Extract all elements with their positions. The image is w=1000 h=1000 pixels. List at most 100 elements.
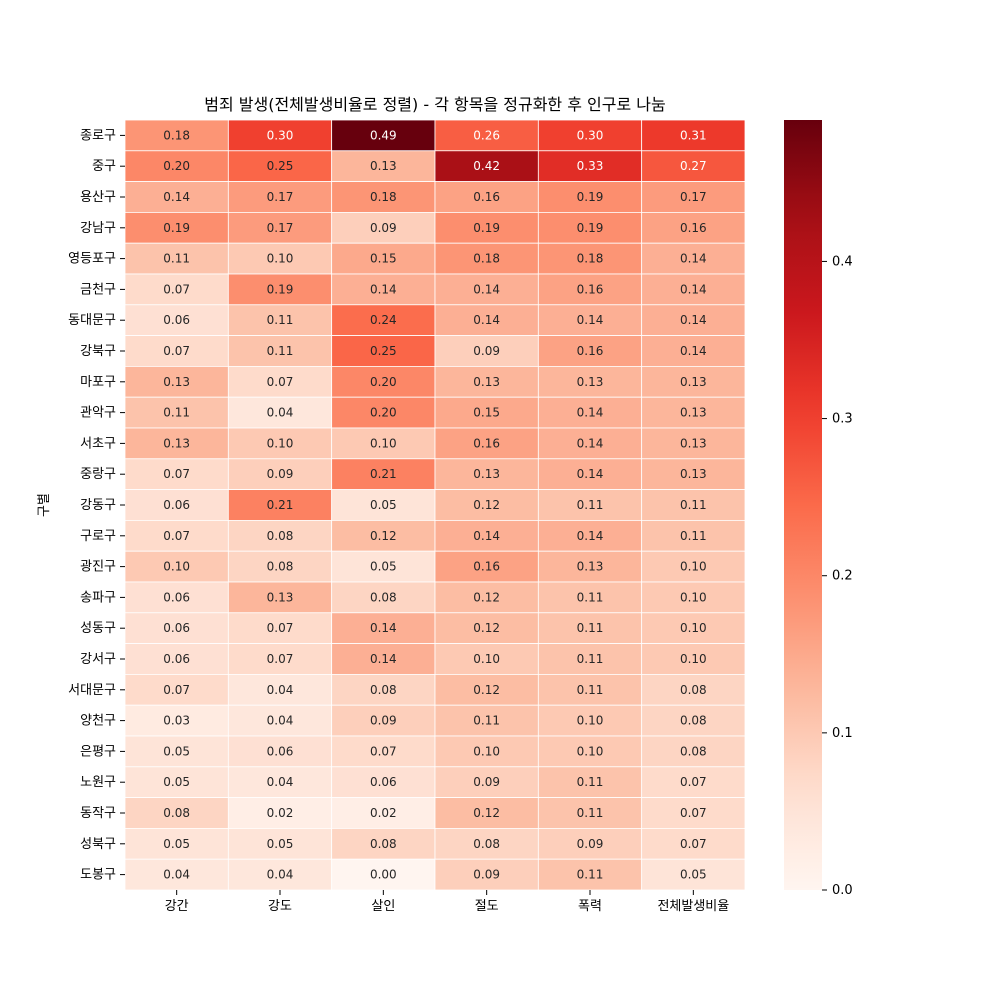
cell-value-label: 0.26 [473,128,500,142]
row-tick-label: 서대문구 [68,683,116,698]
cell-value-label: 0.10 [577,714,604,728]
row-tick-label: 양천구 [80,714,116,729]
heatmap-cell [641,427,746,460]
cell-value-label: 0.07 [163,467,190,481]
cell-value-label: 0.12 [473,498,500,512]
heatmap-cell [331,365,436,398]
cell-value-label: 0.15 [473,406,500,420]
chart-title: 범죄 발생(전체발생비율로 정렬) - 각 항목을 정규화한 후 인구로 나눔 [204,95,665,114]
row-tick-label: 노원구 [80,775,116,790]
cell-value-label: 0.05 [370,498,397,512]
cell-value-label: 0.06 [163,590,190,604]
heatmap-cell [227,674,333,706]
cell-value-label: 0.30 [267,128,294,142]
cell-value-label: 0.02 [267,806,294,820]
cell-value-label: 0.14 [370,621,397,635]
cell-value-label: 0.12 [473,621,500,635]
heatmap-cell [537,396,643,429]
cell-value-label: 0.14 [577,313,604,327]
cell-value-label: 0.24 [370,313,397,327]
cell-value-label: 0.18 [577,252,604,266]
cell-value-label: 0.19 [577,190,604,204]
cell-value-label: 0.07 [680,775,707,789]
cell-value-label: 0.10 [163,560,190,574]
cell-value-label: 0.17 [267,221,294,235]
cell-value-label: 0.11 [577,775,604,789]
cell-value-label: 0.14 [680,313,707,327]
heatmap-cell [641,828,746,860]
heatmap-cell [434,181,539,213]
cell-value-label: 0.10 [370,436,397,450]
cell-value-label: 0.10 [267,252,294,266]
cell-value-label: 0.07 [267,375,294,389]
heatmap-cell [537,242,643,275]
heatmap-cell [434,150,539,183]
heatmap-cell [641,643,746,675]
cell-value-label: 0.12 [370,529,397,543]
cell-value-label: 0.09 [267,467,294,481]
cell-value-label: 0.09 [370,714,397,728]
cell-value-label: 0.10 [680,560,707,574]
heatmap-cell [227,119,333,152]
cell-value-label: 0.09 [577,837,604,851]
cell-value-label: 0.11 [577,868,604,882]
cell-value-label: 0.18 [370,190,397,204]
cell-value-label: 0.08 [680,714,707,728]
cell-value-label: 0.02 [370,806,397,820]
heatmap-cell [331,458,436,490]
heatmap-cell [331,335,436,367]
cell-value-label: 0.14 [577,436,604,450]
heatmap-cell [124,119,229,152]
cell-value-label: 0.19 [267,282,294,296]
cell-value-label: 0.07 [267,621,294,635]
cell-value-label: 0.13 [267,590,294,604]
cell-value-label: 0.11 [680,498,707,512]
heatmap-cell [537,335,643,367]
cell-value-label: 0.42 [473,159,500,173]
heatmap-cell [641,704,746,737]
cell-value-label: 0.08 [267,560,294,574]
cell-value-label: 0.13 [473,467,500,481]
cell-value-label: 0.07 [680,837,707,851]
cell-value-label: 0.14 [680,344,707,358]
heatmap-cell [124,704,229,737]
cell-value-label: 0.49 [370,128,397,142]
heatmap-cell [227,735,333,768]
row-tick-label: 금천구 [80,282,116,297]
heatmap-cell [537,858,643,891]
cell-value-label: 0.18 [473,252,500,266]
cell-value-label: 0.33 [577,159,604,173]
heatmap-cell [331,766,436,798]
heatmap-cell [124,427,229,460]
row-tick-label: 성동구 [80,621,116,636]
heatmap-cell [124,735,229,768]
cell-value-label: 0.13 [680,375,707,389]
row-tick-label: 종로구 [80,128,116,143]
cell-value-label: 0.08 [370,590,397,604]
cell-value-label: 0.16 [680,221,707,235]
heatmap-cell [331,520,436,552]
cell-value-label: 0.04 [267,714,294,728]
cell-value-label: 0.11 [163,406,190,420]
heatmap-cell [227,489,333,521]
cell-value-label: 0.14 [577,467,604,481]
row-tick-label: 강동구 [80,498,116,513]
cell-value-label: 0.21 [370,467,397,481]
cell-value-label: 0.19 [473,221,500,235]
heatmap-cell [641,242,746,275]
cell-value-label: 0.04 [267,775,294,789]
heatmap-cell [227,365,333,398]
row-tick-label: 강북구 [80,344,116,359]
cell-value-label: 0.05 [267,837,294,851]
cell-value-label: 0.17 [680,190,707,204]
heatmap-cell [434,581,539,614]
cell-value-label: 0.11 [577,652,604,666]
heatmap-cell [641,550,746,583]
cell-value-label: 0.08 [680,683,707,697]
cell-value-label: 0.07 [163,282,190,296]
colorbar-tick-label: 0.2 [832,569,853,584]
cell-value-label: 0.27 [680,159,707,173]
column-tick-label: 폭력 [578,899,602,914]
heatmap-cell [331,211,436,244]
